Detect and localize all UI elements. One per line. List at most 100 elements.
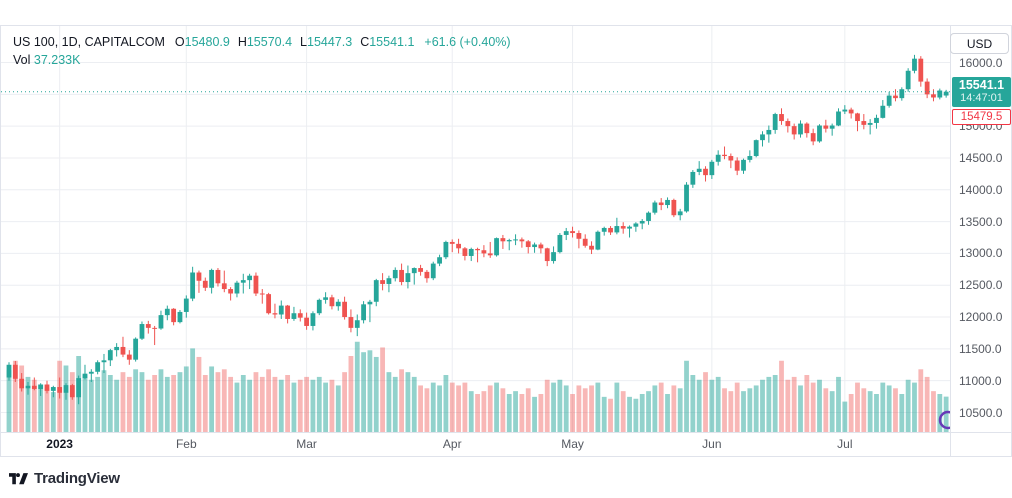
volume-label: Vol (13, 53, 31, 67)
change-value: +61.6 (+0.40%) (424, 35, 511, 49)
candle-body (367, 301, 373, 305)
candle-body (285, 305, 291, 319)
candle-body (215, 269, 221, 284)
candle-body (335, 301, 341, 307)
ohlc-close: C15541.1 (360, 35, 415, 49)
candle-body (633, 223, 639, 227)
volume-bar (519, 394, 525, 432)
volume-bar (874, 394, 879, 432)
time-axis-label: Mar (296, 437, 317, 451)
candle-body (152, 327, 158, 329)
volume-bar (494, 382, 499, 432)
time-axis[interactable]: 2023 Feb Mar Apr May Jun Jul (1, 432, 1011, 456)
candle-body (247, 275, 253, 281)
volume-bar (133, 369, 139, 432)
volume-bar (652, 385, 658, 432)
price-chart-canvas[interactable] (1, 26, 950, 432)
volume-bar (677, 388, 683, 432)
volume-bar (912, 382, 917, 432)
volume-bar (836, 376, 841, 432)
bar-countdown: 14:47:01 (960, 91, 1003, 104)
price-tick-label: 12000.0 (959, 310, 1003, 325)
price-tick-label: 14500.0 (959, 150, 1003, 165)
volume-bar (766, 376, 772, 432)
price-tick-label: 10500.0 (959, 405, 1003, 420)
candle-body (905, 70, 911, 90)
candle-body (677, 211, 683, 216)
volume-bar (120, 372, 126, 432)
candle-body (399, 269, 404, 283)
volume-bar (671, 385, 677, 432)
volume-bar (791, 376, 797, 432)
volume-bar (386, 372, 392, 432)
volume-bar (525, 388, 531, 432)
volume-bar (779, 360, 784, 432)
volume-bar (456, 385, 461, 432)
volume-bar (709, 379, 715, 432)
candle-body (487, 253, 493, 256)
candle-body (658, 202, 664, 206)
candle-body (880, 105, 886, 118)
volume-bar (899, 394, 905, 432)
candle-body (209, 269, 215, 288)
candle-body (855, 113, 860, 122)
candle-body (861, 121, 867, 125)
volume-bar (424, 388, 430, 432)
volume-bar (513, 391, 518, 432)
candle-body (354, 320, 360, 328)
volume-bar (861, 388, 867, 432)
candle-body (266, 294, 272, 314)
volume-bar (722, 388, 727, 432)
candle-body (259, 293, 265, 295)
candle-body (652, 202, 658, 213)
volume-bar (240, 375, 246, 432)
volume-bar (576, 385, 582, 432)
volume-bar (690, 375, 696, 432)
symbol-title[interactable]: US 100, 1D, CAPITALCOM (13, 35, 165, 49)
legend: US 100, 1D, CAPITALCOM O15480.9 H15570.4 L1… (13, 33, 511, 69)
volume-bar (69, 372, 75, 432)
volume-bar (253, 372, 259, 432)
candle-body (44, 384, 50, 391)
currency-button[interactable]: USD (950, 33, 1009, 54)
volume-bar (190, 348, 196, 432)
candle-body (823, 125, 829, 129)
candle-body (715, 154, 721, 162)
candle-body (741, 159, 746, 171)
volume-bar (487, 385, 493, 432)
volume-bar (31, 379, 37, 432)
candle-body (753, 140, 759, 157)
volume-bar (772, 375, 778, 432)
candle-body (50, 387, 56, 391)
volume-bar (734, 382, 740, 432)
volume-bar (532, 396, 537, 432)
price-tick-label: 11500.0 (959, 341, 1002, 356)
candle-body (38, 384, 44, 389)
volume-bar (823, 388, 829, 432)
candle-body (538, 244, 544, 249)
candle-body (874, 117, 879, 123)
brand-name[interactable]: TradingView (34, 470, 120, 487)
candle-body (424, 271, 430, 279)
candle-body (297, 313, 303, 318)
last-price-badge: 15541.1 14:47:01 (952, 76, 1011, 107)
price-tick-label: 14000.0 (959, 182, 1003, 197)
legend-symbol-row: US 100, 1D, CAPITALCOM O15480.9 H15570.4 L1… (13, 33, 511, 51)
volume-bar (183, 366, 189, 432)
prev-close-badge: 15479.5 (952, 108, 1011, 125)
candle-body (462, 248, 468, 256)
candle-body (196, 272, 202, 281)
candle-body (899, 89, 905, 99)
candle-body (133, 338, 139, 360)
volume-bar (614, 382, 620, 432)
candle-body (734, 160, 740, 171)
volume-bar (449, 382, 455, 432)
price-axis[interactable]: USD 15541.1 14:47:01 15479.5 16000.01550… (950, 26, 1012, 456)
volume-bar (937, 394, 943, 432)
candle-body (69, 385, 75, 398)
volume-bar (544, 379, 550, 432)
volume-bar (798, 385, 803, 432)
volume-bar (247, 379, 253, 432)
tradingview-logo-icon[interactable] (9, 472, 28, 486)
